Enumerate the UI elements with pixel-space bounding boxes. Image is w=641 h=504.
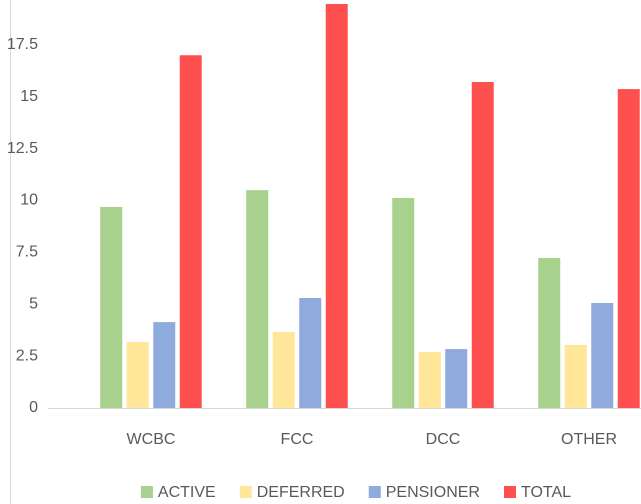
x-tick-label: WCBC — [127, 431, 176, 448]
bar — [299, 298, 322, 408]
y-tick-label: 17.5 — [7, 36, 38, 53]
bar — [153, 322, 176, 408]
y-tick-label: 7.5 — [16, 244, 38, 261]
legend-swatch — [503, 486, 516, 498]
bar — [100, 206, 123, 408]
x-tick-label: DCC — [426, 431, 461, 448]
bar — [591, 303, 614, 408]
bar — [471, 82, 494, 408]
y-tick-label: 20 — [20, 0, 38, 1]
bar — [179, 55, 202, 408]
bar — [564, 344, 587, 408]
y-tick-label: 15 — [20, 88, 38, 105]
legend-label: ACTIVE — [158, 484, 216, 501]
y-tick-label: 2.5 — [16, 347, 38, 364]
bar — [126, 342, 149, 408]
bar — [392, 198, 415, 408]
bar — [538, 257, 561, 408]
legend-label: TOTAL — [521, 484, 571, 501]
bar — [272, 332, 295, 408]
bar — [246, 190, 269, 408]
x-tick-label: OTHER — [561, 431, 617, 448]
legend-label: DEFERRED — [257, 484, 345, 501]
y-tick-label: 5 — [29, 295, 38, 312]
bar — [445, 349, 468, 408]
y-tick-label: 0 — [29, 399, 38, 416]
legend-swatch — [239, 486, 252, 498]
x-tick-label: FCC — [281, 431, 314, 448]
bar — [325, 3, 348, 409]
bar — [418, 351, 441, 408]
bar — [617, 89, 640, 408]
legend-label: PENSIONER — [386, 484, 480, 501]
y-tick-label: 10 — [20, 192, 38, 209]
legend-swatch — [368, 486, 381, 498]
legend-swatch — [140, 486, 153, 498]
y-tick-label: 12.5 — [7, 140, 38, 157]
